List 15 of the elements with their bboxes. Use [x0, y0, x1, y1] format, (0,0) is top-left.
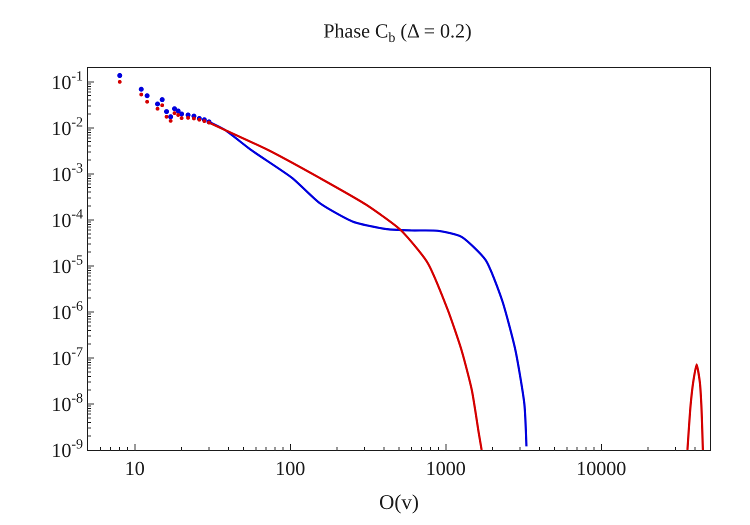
y-tick-label: 10$^{-5}$ [51, 254, 83, 278]
y-tick-label: 10$^{-2}$ [51, 115, 83, 140]
x-tick-label: 10 [124, 458, 145, 480]
x-tick-label: 10000 [576, 458, 626, 480]
y-tick-label: 10$^{-1}$ [51, 69, 83, 94]
chart-title: Phase C$_{b}$ (Δ = 0.2) [323, 20, 472, 46]
y-tick-label: 10$^{-8}$ [51, 392, 83, 416]
x-tick-label: 1000 [426, 458, 466, 480]
y-tick-label: 10$^{-3}$ [51, 161, 83, 186]
y-tick-label: 10$^{-9}$ [51, 438, 83, 462]
y-tick-label: 10$^{-7}$ [51, 346, 83, 370]
y-tick-label: 10$^{-6}$ [51, 300, 83, 324]
x-tick-label: 100 [275, 458, 306, 480]
y-tick-label: 10$^{-4}$ [51, 208, 83, 232]
x-axis-title: O(v) [379, 490, 419, 514]
